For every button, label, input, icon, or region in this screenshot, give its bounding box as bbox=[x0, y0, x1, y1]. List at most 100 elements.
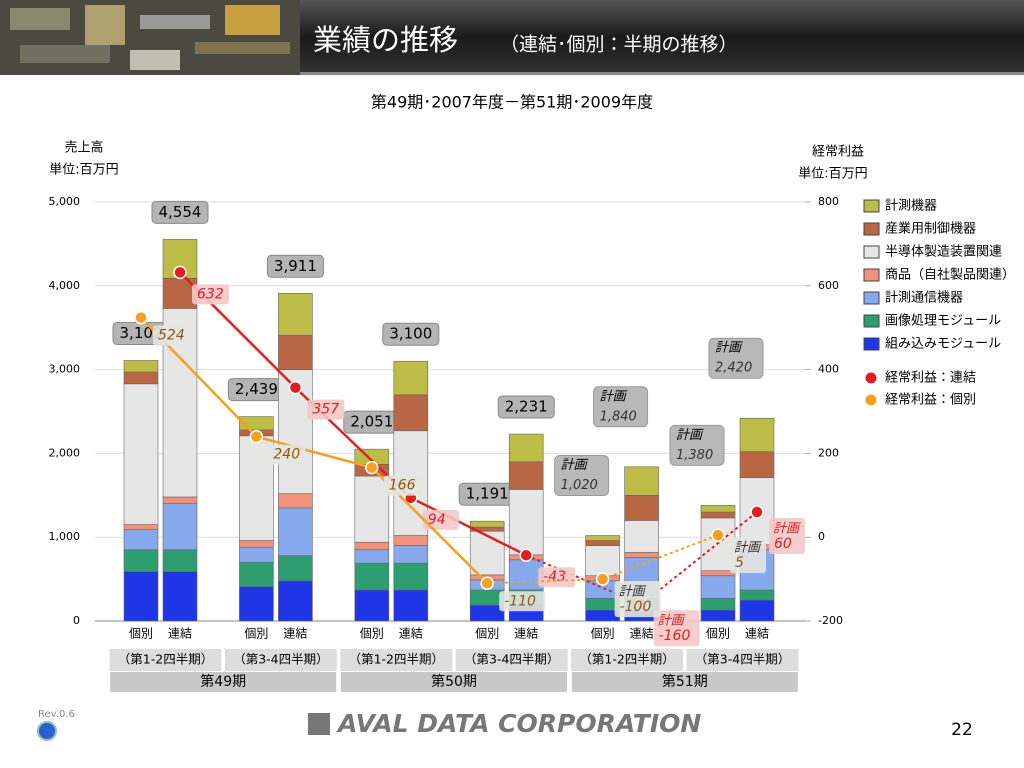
y-tick-label: 2,000 bbox=[49, 446, 81, 459]
legend-label: 半導体製造装置関連 bbox=[885, 245, 1002, 260]
x-tick-label: 連結 bbox=[630, 627, 654, 641]
period-label: （第3-4四半期） bbox=[464, 652, 559, 667]
footer-icon bbox=[37, 721, 57, 741]
line-series bbox=[179, 271, 527, 557]
total-label: 1,191 bbox=[466, 485, 509, 503]
bar-segment bbox=[123, 371, 159, 385]
line-point bbox=[134, 310, 148, 325]
bar-segment bbox=[239, 540, 274, 548]
bar-segment bbox=[585, 609, 620, 622]
y-tick-label: 5,000 bbox=[49, 195, 81, 208]
total-note: 計画 bbox=[715, 341, 743, 356]
line-value-label: 240 bbox=[273, 447, 300, 463]
x-tick-label: 連結 bbox=[168, 627, 192, 641]
line-point bbox=[480, 576, 494, 591]
total-label: 3,100 bbox=[389, 325, 432, 343]
bar-segment bbox=[123, 571, 159, 622]
label-box bbox=[593, 386, 649, 428]
bar-segment bbox=[585, 540, 620, 546]
line-value-label: 94 bbox=[428, 512, 446, 528]
legend-label: 計測機器 bbox=[885, 198, 937, 214]
period-range: 第49期･2007年度－第51期･2009年度 bbox=[371, 93, 653, 112]
bar-segment bbox=[393, 394, 429, 432]
bar-segment bbox=[585, 545, 620, 577]
total-note: 計画 bbox=[561, 458, 589, 473]
total-label: 4,554 bbox=[159, 203, 202, 221]
group-label: 第50期 bbox=[431, 673, 477, 690]
y2-tick-label: 200 bbox=[818, 446, 839, 459]
line-value-label: 524 bbox=[158, 328, 185, 344]
bar-segment bbox=[469, 520, 505, 528]
line-label-box bbox=[422, 509, 459, 530]
bar-segment bbox=[123, 529, 159, 551]
bar-segment bbox=[739, 589, 775, 601]
bar-segment bbox=[624, 494, 659, 521]
line-label-box bbox=[192, 284, 229, 305]
bar-segment bbox=[123, 360, 159, 373]
bar-segment bbox=[354, 549, 390, 564]
y-axis-unit: 単位:百万円 bbox=[49, 162, 118, 178]
bar-segment bbox=[162, 239, 198, 279]
total-label: 2,439 bbox=[235, 380, 278, 398]
line-value-label: -43 bbox=[543, 569, 566, 585]
bar-segment bbox=[239, 435, 274, 541]
x-tick-label: 個別 bbox=[706, 627, 730, 641]
line-point bbox=[173, 265, 187, 280]
bar-segment bbox=[700, 505, 736, 513]
company-logo: AVAL DATA CORPORATION bbox=[336, 709, 701, 738]
period-label: （第1-2四半期） bbox=[579, 652, 674, 667]
line-label-box bbox=[307, 399, 345, 420]
bar-segment bbox=[700, 570, 736, 577]
bar-segment bbox=[239, 586, 274, 622]
header-circuit bbox=[0, 0, 1024, 75]
y-tick-label: 1,000 bbox=[49, 530, 81, 543]
total-plan-label: 計画 1,020 bbox=[554, 455, 610, 497]
line-value-label: -110 bbox=[504, 593, 536, 609]
bar-segment bbox=[739, 451, 775, 479]
y2-axis-unit: 単位:百万円 bbox=[798, 166, 867, 182]
line-label-box bbox=[153, 325, 190, 346]
bar-segment bbox=[739, 417, 775, 453]
group-label: 第51期 bbox=[662, 673, 708, 690]
y-tick-label: 3,000 bbox=[49, 363, 81, 376]
y-axis-title: 売上高 bbox=[64, 140, 103, 156]
y2-tick-label: 400 bbox=[818, 363, 839, 376]
total-label: 1,020 bbox=[561, 478, 598, 493]
logo-mark bbox=[308, 713, 330, 735]
label-box bbox=[151, 200, 209, 224]
bar-segment bbox=[393, 535, 429, 546]
bar-segment bbox=[123, 549, 159, 572]
line-point-note: 計画 bbox=[619, 585, 647, 600]
line-label-box bbox=[268, 444, 306, 465]
bar-segment bbox=[739, 599, 775, 622]
total-label: 1,380 bbox=[676, 448, 713, 463]
line-point bbox=[365, 460, 379, 475]
legend-swatch bbox=[863, 245, 880, 259]
period-box bbox=[455, 649, 568, 671]
line-point bbox=[249, 429, 264, 444]
bar-segment bbox=[393, 562, 429, 591]
label-box bbox=[266, 254, 324, 278]
label-box bbox=[554, 455, 610, 497]
y2-tick-label: -200 bbox=[818, 614, 843, 627]
line-plan-segment bbox=[640, 511, 758, 606]
legend-swatch bbox=[863, 291, 880, 305]
legend-swatch bbox=[863, 314, 880, 328]
legend-swatch bbox=[864, 393, 878, 407]
line-value-label: 632 bbox=[197, 286, 224, 302]
period-label: （第3-4四半期） bbox=[233, 652, 328, 667]
bar-segment bbox=[278, 555, 313, 582]
label-box bbox=[497, 395, 555, 419]
bar-segment bbox=[508, 489, 544, 556]
line-point bbox=[595, 572, 610, 586]
bar-segment bbox=[700, 511, 736, 519]
label-box bbox=[708, 337, 764, 379]
legend-swatch bbox=[863, 199, 880, 213]
bar-segment bbox=[278, 507, 313, 556]
line-label-box bbox=[383, 475, 421, 496]
y2-tick-label: 800 bbox=[818, 195, 839, 208]
bar-segment bbox=[393, 360, 429, 396]
total-label: 2,231 bbox=[505, 398, 548, 416]
bar-segment bbox=[162, 496, 198, 504]
